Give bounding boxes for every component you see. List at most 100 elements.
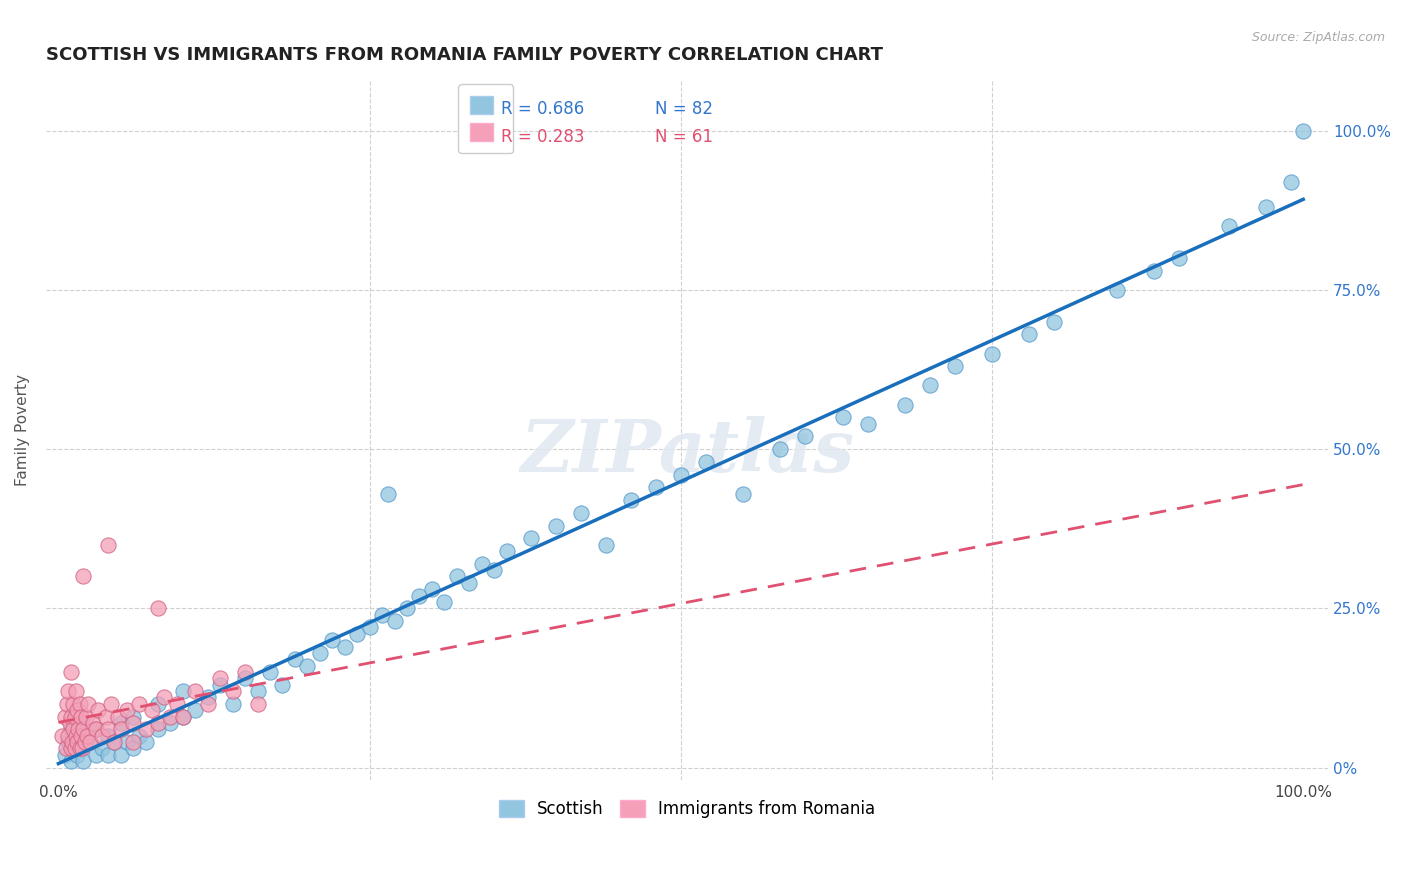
- Y-axis label: Family Poverty: Family Poverty: [15, 374, 30, 486]
- Point: [94, 709, 117, 723]
- Point: [110, 747, 132, 762]
- Point: [259, 665, 281, 679]
- Point: [159, 709, 181, 723]
- Point: [153, 690, 176, 705]
- Point: [695, 455, 717, 469]
- Point: [377, 486, 399, 500]
- Point: [107, 709, 129, 723]
- Point: [146, 697, 169, 711]
- Point: [58, 735, 80, 749]
- Point: [103, 735, 125, 749]
- Point: [146, 601, 169, 615]
- Point: [79, 735, 101, 749]
- Point: [100, 697, 122, 711]
- Point: [246, 684, 269, 698]
- Point: [384, 614, 406, 628]
- Point: [769, 442, 792, 456]
- Point: [197, 690, 219, 705]
- Point: [53, 709, 76, 723]
- Point: [297, 658, 319, 673]
- Point: [135, 735, 157, 749]
- Point: [66, 703, 89, 717]
- Point: [69, 729, 91, 743]
- Point: [79, 735, 101, 749]
- Point: [59, 723, 82, 737]
- Point: [233, 665, 256, 679]
- Point: [63, 741, 86, 756]
- Point: [669, 467, 692, 482]
- Point: [1218, 219, 1240, 234]
- Point: [69, 741, 91, 756]
- Point: [97, 538, 120, 552]
- Point: [91, 741, 114, 756]
- Point: [184, 703, 207, 717]
- Point: [1254, 200, 1277, 214]
- Point: [620, 493, 643, 508]
- Point: [141, 703, 163, 717]
- Point: [59, 709, 82, 723]
- Point: [794, 429, 817, 443]
- Point: [110, 723, 132, 737]
- Point: [66, 747, 89, 762]
- Point: [63, 709, 86, 723]
- Point: [308, 646, 330, 660]
- Point: [72, 569, 94, 583]
- Point: [433, 595, 456, 609]
- Text: N = 82: N = 82: [655, 100, 713, 118]
- Point: [72, 716, 94, 731]
- Point: [359, 620, 381, 634]
- Point: [1105, 283, 1128, 297]
- Point: [65, 729, 87, 743]
- Point: [166, 697, 188, 711]
- Point: [894, 397, 917, 411]
- Point: [346, 627, 368, 641]
- Point: [733, 486, 755, 500]
- Point: [110, 716, 132, 731]
- Point: [69, 709, 91, 723]
- Point: [84, 723, 107, 737]
- Text: ZIPatlas: ZIPatlas: [520, 416, 853, 486]
- Point: [645, 480, 668, 494]
- Text: Source: ZipAtlas.com: Source: ZipAtlas.com: [1251, 31, 1385, 45]
- Point: [395, 601, 418, 615]
- Point: [1292, 123, 1315, 137]
- Text: SCOTTISH VS IMMIGRANTS FROM ROMANIA FAMILY POVERTY CORRELATION CHART: SCOTTISH VS IMMIGRANTS FROM ROMANIA FAMI…: [46, 46, 883, 64]
- Point: [115, 735, 138, 749]
- Point: [69, 697, 91, 711]
- Point: [172, 709, 194, 723]
- Point: [146, 716, 169, 731]
- Point: [56, 697, 79, 711]
- Point: [65, 684, 87, 698]
- Point: [84, 747, 107, 762]
- Point: [103, 735, 125, 749]
- Point: [84, 723, 107, 737]
- Point: [471, 557, 494, 571]
- Point: [918, 378, 941, 392]
- Point: [115, 703, 138, 717]
- Point: [58, 729, 80, 743]
- Point: [62, 697, 84, 711]
- Point: [831, 410, 853, 425]
- Point: [209, 672, 232, 686]
- Point: [458, 575, 481, 590]
- Point: [66, 735, 89, 749]
- Point: [408, 589, 430, 603]
- Point: [60, 735, 83, 749]
- Point: [135, 723, 157, 737]
- Point: [69, 741, 91, 756]
- Point: [284, 652, 307, 666]
- Point: [446, 569, 468, 583]
- Point: [1043, 315, 1066, 329]
- Point: [77, 697, 100, 711]
- Point: [59, 665, 82, 679]
- Point: [495, 544, 517, 558]
- Point: [546, 518, 568, 533]
- Point: [321, 633, 343, 648]
- Point: [333, 640, 356, 654]
- Point: [1167, 251, 1189, 265]
- Point: [87, 703, 110, 717]
- Point: [91, 729, 114, 743]
- Point: [159, 716, 181, 731]
- Text: R = 0.283: R = 0.283: [501, 128, 585, 146]
- Point: [209, 678, 232, 692]
